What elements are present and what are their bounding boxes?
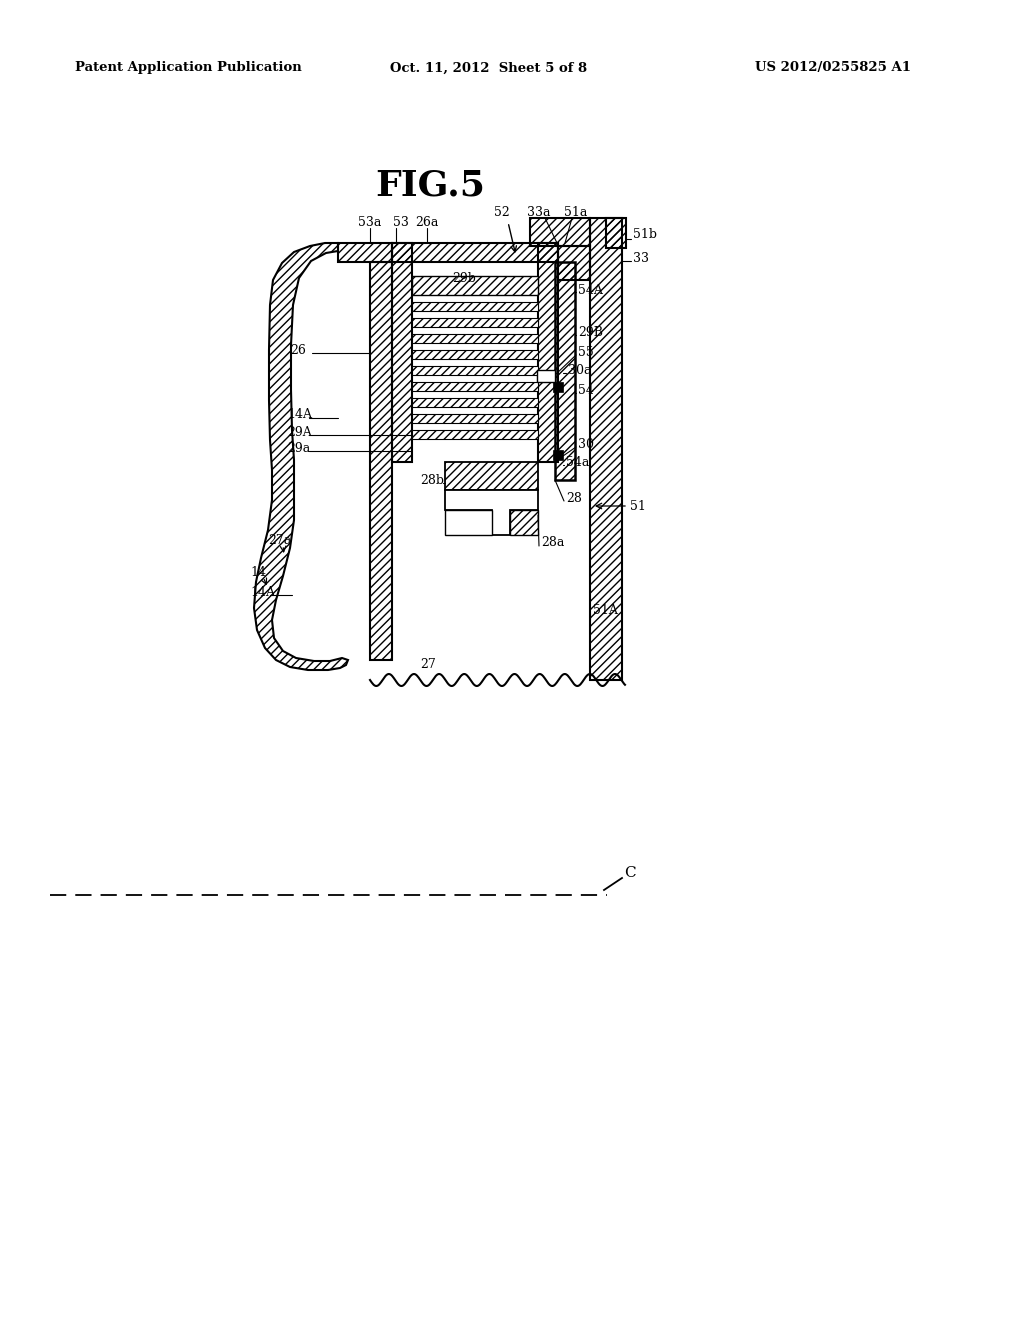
Text: 51A: 51A bbox=[593, 603, 617, 616]
Text: Patent Application Publication: Patent Application Publication bbox=[75, 62, 302, 74]
Polygon shape bbox=[294, 252, 338, 660]
Text: 28a: 28a bbox=[541, 536, 564, 549]
Text: 26: 26 bbox=[290, 343, 306, 356]
Polygon shape bbox=[412, 302, 538, 312]
Text: 52: 52 bbox=[494, 206, 510, 219]
Text: 28: 28 bbox=[566, 491, 582, 504]
Polygon shape bbox=[412, 366, 538, 375]
Polygon shape bbox=[553, 450, 563, 459]
Text: 29A: 29A bbox=[287, 425, 311, 438]
Text: 26a: 26a bbox=[415, 215, 438, 228]
Text: 14: 14 bbox=[250, 565, 266, 578]
Polygon shape bbox=[445, 490, 538, 535]
Text: 33: 33 bbox=[633, 252, 649, 264]
Polygon shape bbox=[445, 510, 492, 535]
Polygon shape bbox=[412, 430, 538, 440]
Text: 54: 54 bbox=[578, 384, 594, 396]
Text: 54A: 54A bbox=[578, 284, 603, 297]
Text: 33a: 33a bbox=[527, 206, 551, 219]
Text: 30a: 30a bbox=[568, 363, 592, 376]
Text: 27: 27 bbox=[420, 659, 436, 672]
Text: 14A: 14A bbox=[287, 408, 312, 421]
Polygon shape bbox=[412, 334, 538, 343]
Text: 27a: 27a bbox=[268, 533, 291, 546]
Text: 29a: 29a bbox=[287, 441, 310, 454]
Text: 28b: 28b bbox=[420, 474, 444, 487]
Polygon shape bbox=[412, 414, 538, 422]
Text: 55: 55 bbox=[578, 346, 594, 359]
Text: 51b: 51b bbox=[633, 228, 657, 242]
Text: 30: 30 bbox=[578, 437, 594, 450]
Polygon shape bbox=[412, 318, 538, 327]
Text: 53: 53 bbox=[393, 215, 409, 228]
Text: 51a: 51a bbox=[564, 206, 588, 219]
Polygon shape bbox=[412, 381, 538, 391]
Text: 29B: 29B bbox=[578, 326, 603, 338]
Text: 14A: 14A bbox=[250, 586, 275, 598]
Polygon shape bbox=[412, 276, 538, 294]
Text: 29b: 29b bbox=[452, 272, 476, 285]
Polygon shape bbox=[553, 381, 563, 392]
Text: FIG.5: FIG.5 bbox=[375, 168, 485, 202]
Text: 54a: 54a bbox=[566, 455, 590, 469]
Polygon shape bbox=[412, 350, 538, 359]
Polygon shape bbox=[412, 399, 538, 407]
Text: US 2012/0255825 A1: US 2012/0255825 A1 bbox=[755, 62, 911, 74]
Text: 51: 51 bbox=[630, 499, 646, 512]
Text: 53a: 53a bbox=[358, 215, 381, 228]
Polygon shape bbox=[537, 370, 555, 381]
Text: C: C bbox=[624, 866, 636, 880]
Text: Oct. 11, 2012  Sheet 5 of 8: Oct. 11, 2012 Sheet 5 of 8 bbox=[390, 62, 587, 74]
